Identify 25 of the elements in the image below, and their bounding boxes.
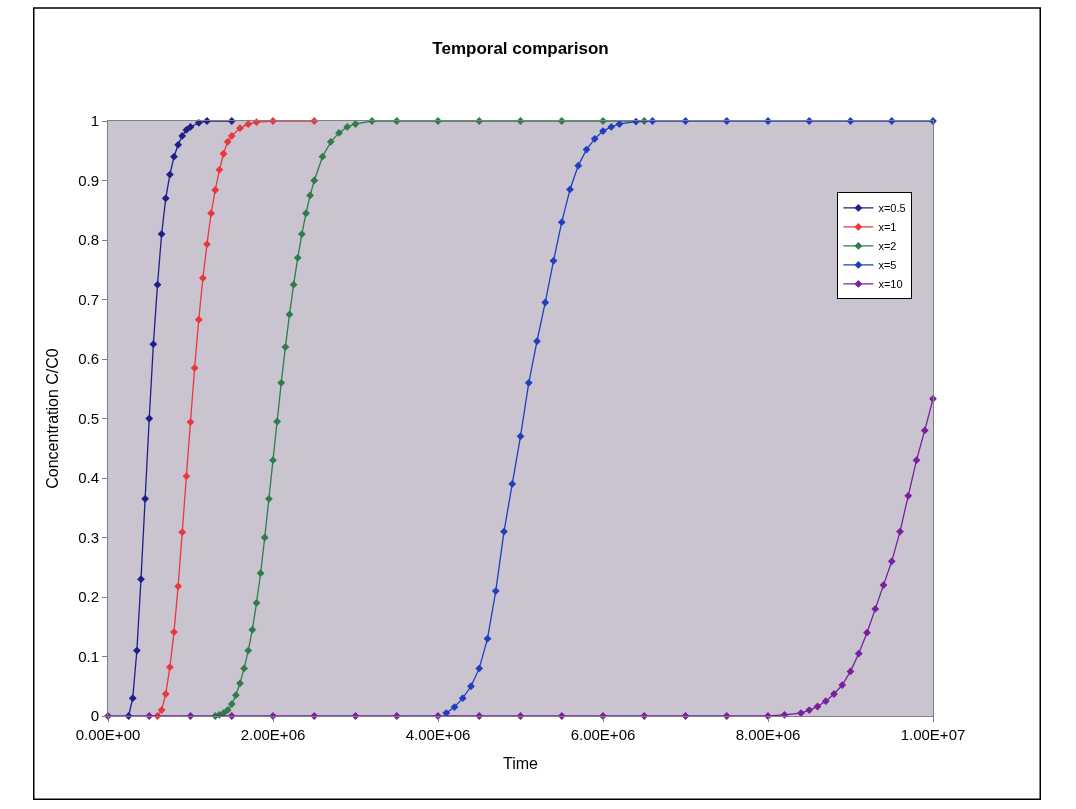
y-tick-label: 0 xyxy=(90,707,99,725)
y-tick-label: 0.5 xyxy=(78,409,99,427)
y-tick-label: 0.4 xyxy=(78,469,99,487)
x-tick-label: 4.00E+06 xyxy=(405,726,471,743)
y-tick-label: 0.8 xyxy=(78,231,99,249)
legend-label: x=10 xyxy=(878,278,903,291)
y-tick-label: 0.7 xyxy=(78,290,99,308)
legend-label: x=2 xyxy=(878,240,897,253)
y-tick-label: 1 xyxy=(90,112,99,130)
x-tick-label: 8.00E+06 xyxy=(735,726,801,743)
legend-label: x=5 xyxy=(878,259,897,272)
x-tick-label: 1.00E+07 xyxy=(900,726,966,743)
x-tick-label: 6.00E+06 xyxy=(570,726,636,743)
y-tick-label: 0.2 xyxy=(78,588,99,606)
y-tick-label: 0.1 xyxy=(78,647,99,665)
y-axis-title: Concentration C/C0 xyxy=(44,348,62,489)
legend-label: x=0.5 xyxy=(878,202,906,215)
y-tick-label: 0.9 xyxy=(78,171,99,189)
y-tick-label: 0.3 xyxy=(78,528,99,546)
legend-label: x=1 xyxy=(878,221,897,234)
chart-title: Temporal comparison xyxy=(432,39,609,59)
x-tick-label: 2.00E+06 xyxy=(240,726,306,743)
y-tick-label: 0.6 xyxy=(78,350,99,368)
x-axis-title: Time xyxy=(503,754,539,772)
x-tick-label: 0.00E+00 xyxy=(75,726,141,743)
